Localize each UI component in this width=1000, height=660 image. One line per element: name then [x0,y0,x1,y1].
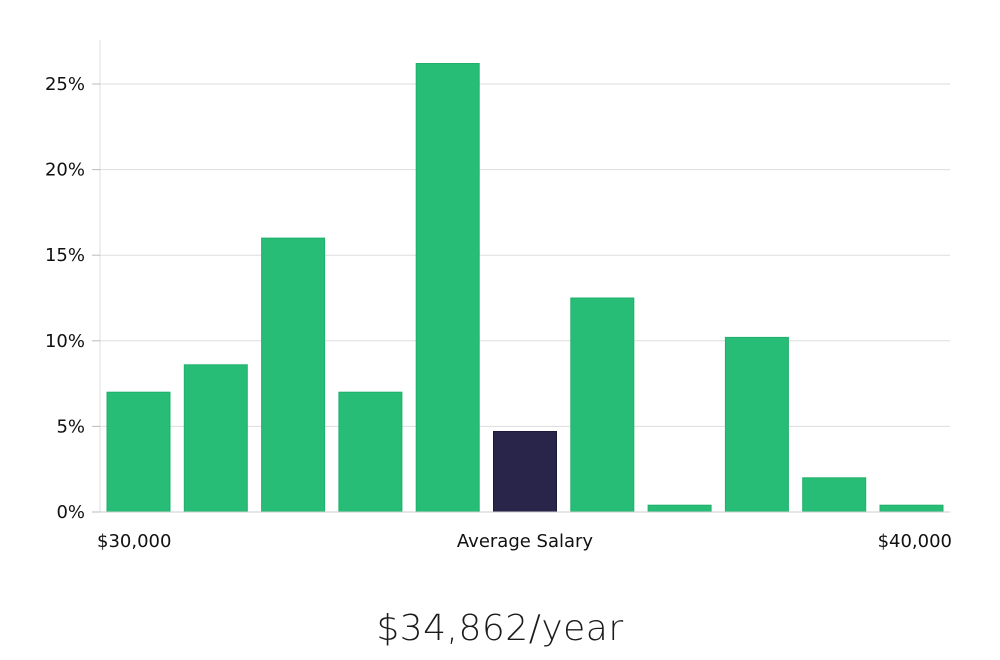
x-label-end: $40,000 [878,531,952,552]
bar [570,297,635,513]
bar [724,336,789,513]
salary-distribution-chart: 0%5%10%15%20%25% $30,000 Average Salary … [45,40,952,552]
x-label-start: $30,000 [97,531,171,552]
bar-average-salary [493,431,557,513]
bars [106,63,944,513]
y-tick-label: 5% [56,416,85,437]
y-tick-label: 0% [56,502,85,523]
bar [879,504,944,513]
bar [647,504,712,513]
y-tick-label: 15% [45,245,85,266]
y-tick-label: 10% [45,331,85,352]
average-salary-value: $34,862/year [376,608,624,649]
bar [183,364,248,513]
gridlines [100,83,950,427]
bar [338,391,403,513]
bar [261,237,326,513]
y-tick-label: 25% [45,74,85,95]
x-label-center: Average Salary [457,531,594,552]
bar [106,391,171,513]
y-tick-labels: 0% 5% 10% 15% 20% 25% [45,74,100,523]
bar [415,63,480,513]
y-tick-label: 20% [45,160,85,181]
bar [802,477,867,513]
